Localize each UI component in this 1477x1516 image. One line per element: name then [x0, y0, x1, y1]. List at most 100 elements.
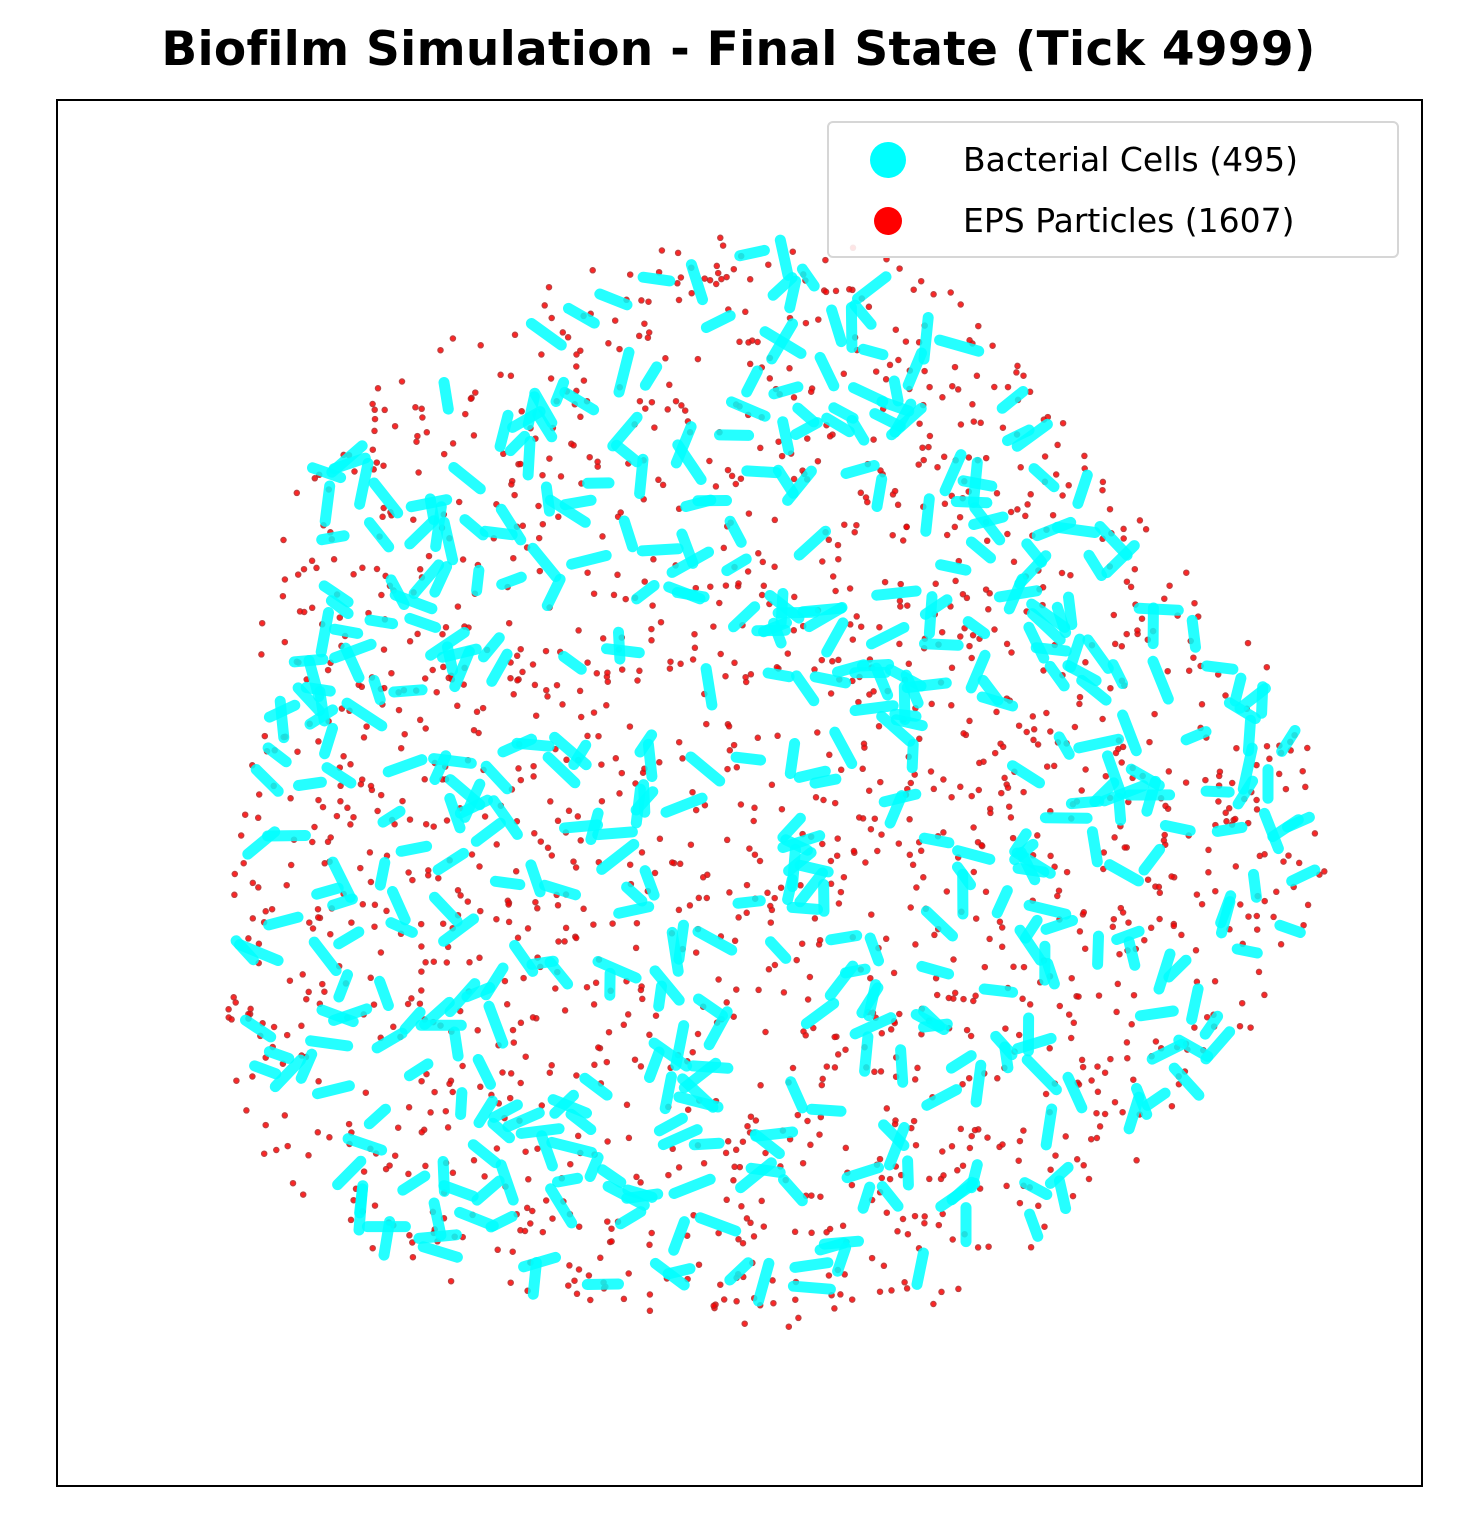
eps-particle — [479, 704, 487, 712]
eps-particle — [510, 691, 517, 698]
eps-particle — [896, 640, 903, 648]
bacterial-cell — [1051, 601, 1072, 638]
bacterial-cell — [871, 585, 922, 601]
eps-particle — [584, 659, 591, 666]
eps-particle — [547, 798, 554, 805]
eps-particle — [991, 626, 998, 633]
bacterial-cell — [821, 412, 855, 438]
eps-particle — [1152, 1038, 1160, 1045]
bacterial-cell — [1123, 936, 1141, 971]
eps-particle — [534, 1145, 541, 1152]
eps-particle — [249, 879, 257, 887]
eps-particle — [769, 1277, 776, 1284]
eps-particle — [1007, 814, 1015, 821]
eps-particle — [1166, 582, 1173, 589]
eps-particle — [535, 534, 543, 542]
eps-particle — [689, 1048, 696, 1056]
bacterial-cell — [786, 901, 823, 915]
bacterial-cell — [304, 704, 339, 730]
bacterial-cell — [333, 969, 353, 1003]
bacterial-cell — [388, 684, 428, 698]
eps-particle — [422, 725, 429, 732]
eps-particle — [1055, 887, 1063, 894]
bacterial-cell — [1147, 655, 1174, 705]
eps-particle — [977, 419, 984, 427]
eps-particle — [575, 1223, 583, 1230]
eps-particle — [231, 870, 239, 878]
eps-particle — [421, 776, 428, 783]
eps-particle — [442, 1107, 450, 1115]
bacterial-cell — [990, 1030, 1018, 1061]
eps-particle — [1047, 852, 1054, 860]
eps-particle — [430, 823, 437, 830]
bacterial-cell — [526, 955, 559, 970]
bacterial-cell — [1028, 463, 1060, 493]
eps-particle — [1244, 639, 1252, 647]
eps-particle — [798, 940, 806, 947]
eps-particle — [959, 590, 967, 598]
bacterial-cell — [377, 805, 406, 828]
eps-particle — [1130, 991, 1138, 999]
eps-particle — [1087, 1135, 1095, 1143]
eps-particle — [378, 591, 385, 599]
bacterial-cell — [585, 807, 604, 845]
bacterial-cell — [849, 700, 899, 716]
eps-particle — [966, 642, 973, 650]
eps-particle — [254, 814, 262, 822]
eps-particle — [955, 1285, 962, 1293]
bacterial-cell — [1276, 725, 1301, 757]
eps-particle — [1016, 1137, 1024, 1145]
eps-particle — [1043, 709, 1050, 717]
eps-particle — [1215, 798, 1222, 805]
eps-particle — [481, 813, 489, 820]
eps-particle — [311, 475, 319, 482]
bacterial-cell — [1138, 843, 1166, 876]
eps-particle — [401, 730, 408, 738]
eps-particle — [842, 1144, 850, 1152]
eps-particle — [383, 907, 390, 915]
bacterial-cell — [884, 1122, 910, 1171]
eps-particle — [284, 1142, 291, 1150]
eps-particle — [982, 454, 990, 462]
eps-particle — [974, 838, 982, 846]
eps-particle — [790, 475, 798, 483]
eps-particle — [970, 868, 978, 876]
bacterial-cell — [262, 742, 292, 768]
eps-particle — [474, 1027, 481, 1034]
eps-particle — [835, 656, 842, 664]
bacterial-cell — [622, 1184, 658, 1203]
eps-particle — [981, 963, 989, 971]
eps-particle — [894, 1228, 901, 1235]
eps-particle — [965, 454, 973, 461]
eps-particle — [993, 490, 1001, 497]
eps-particle — [895, 356, 902, 364]
eps-particle — [695, 894, 703, 902]
bacterial-cell — [545, 1183, 578, 1229]
eps-particle — [517, 645, 524, 653]
eps-particle — [347, 821, 354, 828]
eps-particle — [666, 665, 674, 672]
eps-particle — [608, 1225, 615, 1232]
eps-particle — [283, 881, 290, 889]
eps-particle — [976, 759, 983, 767]
bacterial-cell — [1141, 1087, 1171, 1111]
eps-particle — [906, 816, 913, 823]
eps-particle — [817, 1193, 824, 1200]
eps-particle — [1027, 1244, 1035, 1251]
eps-particle — [255, 940, 263, 948]
eps-particle — [249, 1073, 256, 1080]
eps-particle — [228, 1016, 235, 1023]
bacterial-cell — [900, 669, 924, 709]
bacterial-cell — [952, 845, 996, 865]
eps-particle — [369, 446, 377, 453]
bacterial-cell — [1083, 549, 1107, 581]
bacterial-cell — [962, 616, 991, 640]
bacterial-cell — [507, 406, 546, 433]
eps-particle — [505, 619, 513, 627]
eps-particle — [991, 383, 998, 391]
eps-particle — [717, 1281, 724, 1288]
eps-particle — [880, 1262, 888, 1270]
eps-particle — [314, 1129, 322, 1136]
eps-particle — [717, 234, 724, 242]
eps-particle — [374, 385, 382, 392]
